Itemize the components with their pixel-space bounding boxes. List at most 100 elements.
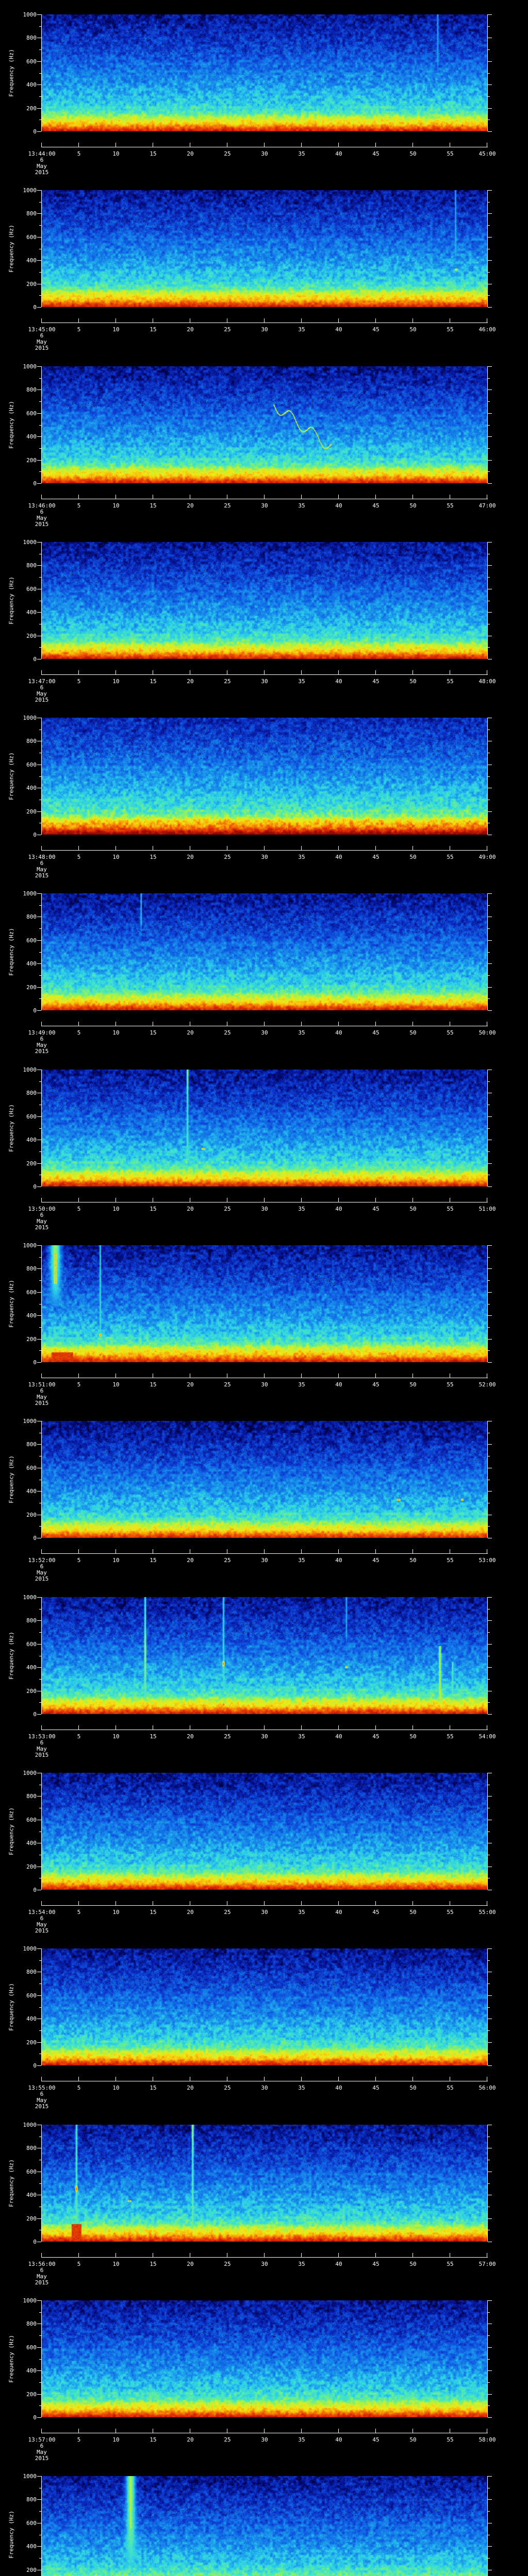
time-tick — [264, 143, 265, 147]
y-tick-left — [39, 1526, 41, 1527]
y-tick-left — [37, 542, 41, 543]
time-tick-label: 30 — [261, 1381, 268, 1388]
y-tick-label: 0 — [33, 1359, 37, 1366]
spectrogram-image — [42, 542, 487, 659]
time-tick — [412, 1374, 413, 1378]
time-tick-label: 30 — [261, 1029, 268, 1036]
time-tick — [264, 318, 265, 323]
time-tick-label: 25 — [224, 1029, 231, 1036]
time-tick-label: 25 — [224, 1733, 231, 1740]
y-axis-title: Frequency (Hz) — [8, 928, 15, 976]
y-tick-label: 600 — [26, 1992, 37, 1999]
time-tick-label: 25 — [224, 1381, 231, 1388]
time-tick — [412, 1901, 413, 1905]
y-tick-right — [488, 975, 490, 976]
time-tick — [375, 2429, 376, 2433]
y-tick-left — [37, 1245, 41, 1246]
time-end-label: 51:00 — [478, 1206, 496, 1212]
time-tick — [41, 1198, 42, 1202]
time-tick-label: 5 — [77, 326, 81, 333]
time-tick-label: 35 — [298, 150, 305, 157]
y-tick-left — [39, 1151, 41, 1152]
y-tick-right — [488, 1362, 492, 1363]
time-tick — [375, 1901, 376, 1905]
y-tick-right — [488, 2065, 492, 2066]
y-tick-right — [488, 1679, 490, 1680]
y-tick-right — [488, 2183, 490, 2184]
date-line-0: 6 — [40, 1563, 44, 1570]
time-tick-label: 10 — [112, 1557, 120, 1564]
y-axis-title: Frequency (Hz) — [8, 1280, 15, 1328]
y-tick-right — [488, 2007, 490, 2008]
spectrogram-panel-13-52-00: Frequency (Hz) 1000 800 600 400 200 0 5 10 15 20 25… — [0, 1406, 528, 1583]
time-tick — [78, 1725, 79, 1730]
y-tick-right — [488, 2417, 492, 2418]
y-tick-label: 200 — [26, 1863, 37, 1870]
time-tick-label: 45 — [372, 1206, 380, 1212]
y-tick-label: 400 — [26, 960, 37, 967]
time-tick — [41, 1901, 42, 1905]
time-start-label: 13:47:00 — [28, 678, 56, 685]
y-tick-left — [37, 1995, 41, 1996]
y-tick-left — [37, 366, 41, 367]
y-tick-right — [488, 425, 490, 426]
time-tick-label: 35 — [298, 1733, 305, 1740]
y-tick-left — [37, 1010, 41, 1011]
y-tick-label: 400 — [26, 785, 37, 791]
y-tick-label: 1000 — [23, 11, 37, 18]
y-tick-left — [37, 1948, 41, 1949]
time-tick-label: 20 — [187, 854, 194, 860]
spectrogram-panel-13-53-00: Frequency (Hz) 1000 800 600 400 200 0 5 10 15 20 25… — [0, 1583, 528, 1759]
time-tick-label: 5 — [77, 1733, 81, 1740]
date-line-1: May — [37, 515, 47, 521]
y-tick-right — [488, 1327, 490, 1328]
time-tick — [41, 1374, 42, 1378]
time-tick-label: 30 — [261, 1557, 268, 1564]
time-end-label: 47:00 — [478, 502, 496, 509]
y-tick-left — [39, 905, 41, 906]
y-tick-right — [488, 2394, 492, 2395]
y-tick-right — [488, 213, 492, 214]
time-tick-label: 10 — [112, 1206, 120, 1212]
time-tick-label: 10 — [112, 1733, 120, 1740]
time-tick-label: 35 — [298, 1029, 305, 1036]
y-tick-label: 800 — [26, 1090, 37, 1096]
time-tick — [78, 318, 79, 323]
time-tick — [41, 2429, 42, 2433]
y-axis-line-right — [487, 1597, 488, 1714]
y-tick-left — [37, 237, 41, 238]
time-tick — [375, 670, 376, 674]
y-tick-label: 400 — [26, 2015, 37, 2022]
time-tick — [301, 1198, 302, 1202]
y-tick-left — [39, 401, 41, 402]
time-tick-label: 55 — [447, 1381, 454, 1388]
y-tick-left — [39, 1960, 41, 1961]
y-tick-label: 800 — [26, 210, 37, 217]
time-tick — [264, 1549, 265, 1553]
time-tick-label: 35 — [298, 1909, 305, 1916]
time-end-label: 46:00 — [478, 326, 496, 333]
y-axis-title: Frequency (Hz) — [8, 225, 15, 273]
time-tick — [41, 1549, 42, 1553]
y-axis-line-right — [487, 893, 488, 1010]
y-tick-left — [39, 1128, 41, 1129]
y-tick-label: 800 — [26, 562, 37, 569]
y-tick-label: 200 — [26, 2215, 37, 2222]
y-tick-left — [37, 1714, 41, 1715]
date-line-0: 6 — [40, 2267, 44, 2274]
date-line-2: 2015 — [35, 1575, 49, 1582]
time-tick-label: 35 — [298, 2436, 305, 2443]
y-tick-label: 200 — [26, 1512, 37, 1518]
y-tick-left — [39, 73, 41, 74]
y-tick-right — [488, 2300, 492, 2301]
y-tick-right — [488, 225, 490, 226]
time-tick-label: 10 — [112, 854, 120, 860]
y-axis-line-right — [487, 1070, 488, 1187]
y-axis-title: Frequency (Hz) — [8, 49, 15, 97]
time-tick-label: 35 — [298, 502, 305, 509]
y-tick-label: 1000 — [23, 187, 37, 194]
spectrogram-panel-13-54-00: Frequency (Hz) 1000 800 600 400 200 0 5 10 15 20 25… — [0, 1758, 528, 1935]
time-tick — [301, 846, 302, 850]
y-tick-left — [37, 84, 41, 85]
time-tick — [78, 1022, 79, 1026]
